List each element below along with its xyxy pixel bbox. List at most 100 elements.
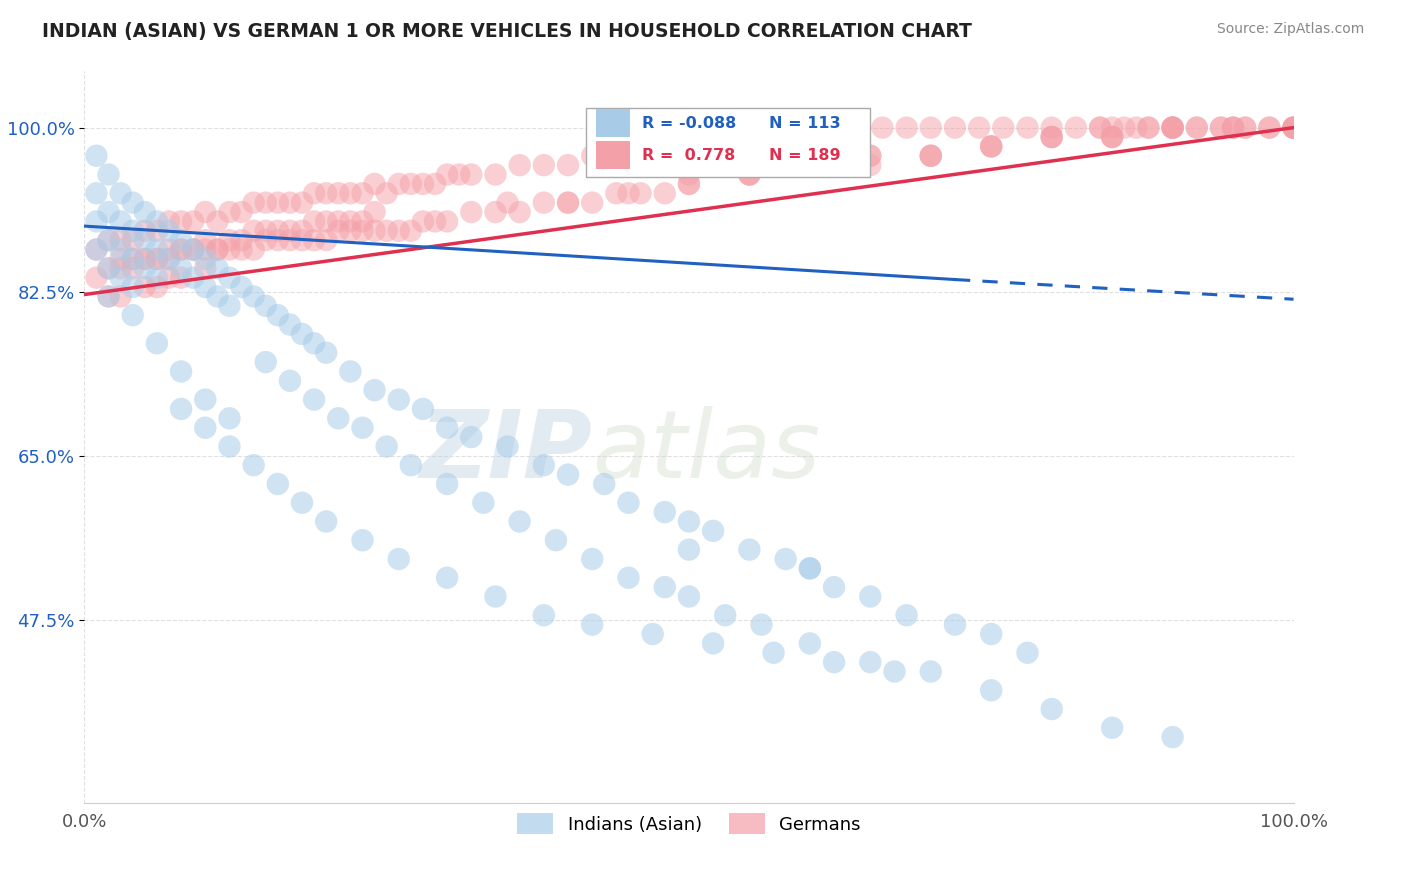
Point bbox=[1282, 120, 1305, 135]
Point bbox=[1234, 120, 1257, 135]
Point bbox=[181, 270, 204, 285]
Point bbox=[1017, 120, 1039, 135]
Point bbox=[170, 243, 193, 257]
Point bbox=[242, 458, 264, 473]
Point bbox=[267, 308, 290, 322]
Point bbox=[714, 608, 737, 623]
Point bbox=[194, 243, 217, 257]
Point bbox=[231, 205, 253, 219]
Text: atlas: atlas bbox=[592, 406, 821, 497]
Point bbox=[1040, 130, 1063, 145]
Point bbox=[654, 149, 676, 163]
Point bbox=[509, 205, 531, 219]
Point bbox=[920, 149, 942, 163]
Point bbox=[207, 289, 229, 303]
Point bbox=[751, 139, 773, 153]
Point bbox=[883, 665, 905, 679]
Point bbox=[678, 177, 700, 191]
Point bbox=[920, 665, 942, 679]
Point bbox=[110, 243, 132, 257]
Point bbox=[1161, 120, 1184, 135]
Point bbox=[170, 243, 193, 257]
Point bbox=[352, 420, 374, 434]
Point bbox=[218, 411, 240, 425]
Point bbox=[1161, 730, 1184, 744]
Legend: Indians (Asian), Germans: Indians (Asian), Germans bbox=[510, 806, 868, 841]
Point bbox=[1222, 120, 1244, 135]
Point bbox=[86, 149, 108, 163]
Point bbox=[423, 177, 446, 191]
Point bbox=[581, 195, 603, 210]
Point bbox=[267, 224, 290, 238]
Point bbox=[352, 533, 374, 548]
Point bbox=[1161, 120, 1184, 135]
Point bbox=[872, 120, 894, 135]
Point bbox=[134, 205, 156, 219]
Text: N = 113: N = 113 bbox=[769, 116, 841, 131]
Point bbox=[110, 252, 132, 266]
Point bbox=[1088, 120, 1111, 135]
Point bbox=[181, 243, 204, 257]
Point bbox=[242, 289, 264, 303]
Point bbox=[254, 224, 277, 238]
Point bbox=[121, 280, 143, 294]
Point bbox=[315, 214, 337, 228]
Point bbox=[207, 243, 229, 257]
Point bbox=[1282, 120, 1305, 135]
Point bbox=[859, 158, 882, 172]
Point bbox=[436, 214, 458, 228]
Point bbox=[134, 252, 156, 266]
Point bbox=[581, 552, 603, 566]
Point bbox=[775, 552, 797, 566]
Point bbox=[278, 224, 301, 238]
Point bbox=[557, 467, 579, 482]
Point bbox=[302, 392, 325, 407]
Point bbox=[352, 224, 374, 238]
Point bbox=[121, 252, 143, 266]
Point bbox=[557, 195, 579, 210]
Point bbox=[533, 158, 555, 172]
Point bbox=[110, 186, 132, 201]
Point bbox=[799, 561, 821, 575]
Point bbox=[363, 383, 385, 397]
Point bbox=[157, 224, 180, 238]
Point bbox=[799, 636, 821, 650]
Point bbox=[1088, 120, 1111, 135]
Point bbox=[557, 158, 579, 172]
Point bbox=[97, 289, 120, 303]
Point bbox=[399, 224, 422, 238]
Point bbox=[146, 336, 169, 351]
Point bbox=[943, 120, 966, 135]
Point bbox=[775, 130, 797, 145]
Text: Source: ZipAtlas.com: Source: ZipAtlas.com bbox=[1216, 22, 1364, 37]
Point bbox=[375, 224, 398, 238]
Point bbox=[980, 139, 1002, 153]
Point bbox=[980, 139, 1002, 153]
Point bbox=[920, 149, 942, 163]
Point bbox=[181, 214, 204, 228]
Point bbox=[242, 224, 264, 238]
Point bbox=[436, 571, 458, 585]
Point bbox=[218, 270, 240, 285]
Point bbox=[1101, 130, 1123, 145]
Point bbox=[859, 655, 882, 669]
Point bbox=[110, 289, 132, 303]
Point bbox=[194, 261, 217, 276]
Point bbox=[375, 440, 398, 454]
Point bbox=[412, 401, 434, 416]
Point bbox=[678, 542, 700, 557]
Point bbox=[134, 233, 156, 247]
Point bbox=[86, 270, 108, 285]
Point bbox=[859, 149, 882, 163]
Point bbox=[134, 224, 156, 238]
Point bbox=[1017, 646, 1039, 660]
Point bbox=[472, 496, 495, 510]
Point bbox=[328, 186, 350, 201]
Point bbox=[146, 224, 169, 238]
Point bbox=[1209, 120, 1232, 135]
Point bbox=[738, 168, 761, 182]
Point bbox=[678, 139, 700, 153]
Point bbox=[388, 552, 411, 566]
Point bbox=[194, 252, 217, 266]
Point bbox=[231, 243, 253, 257]
